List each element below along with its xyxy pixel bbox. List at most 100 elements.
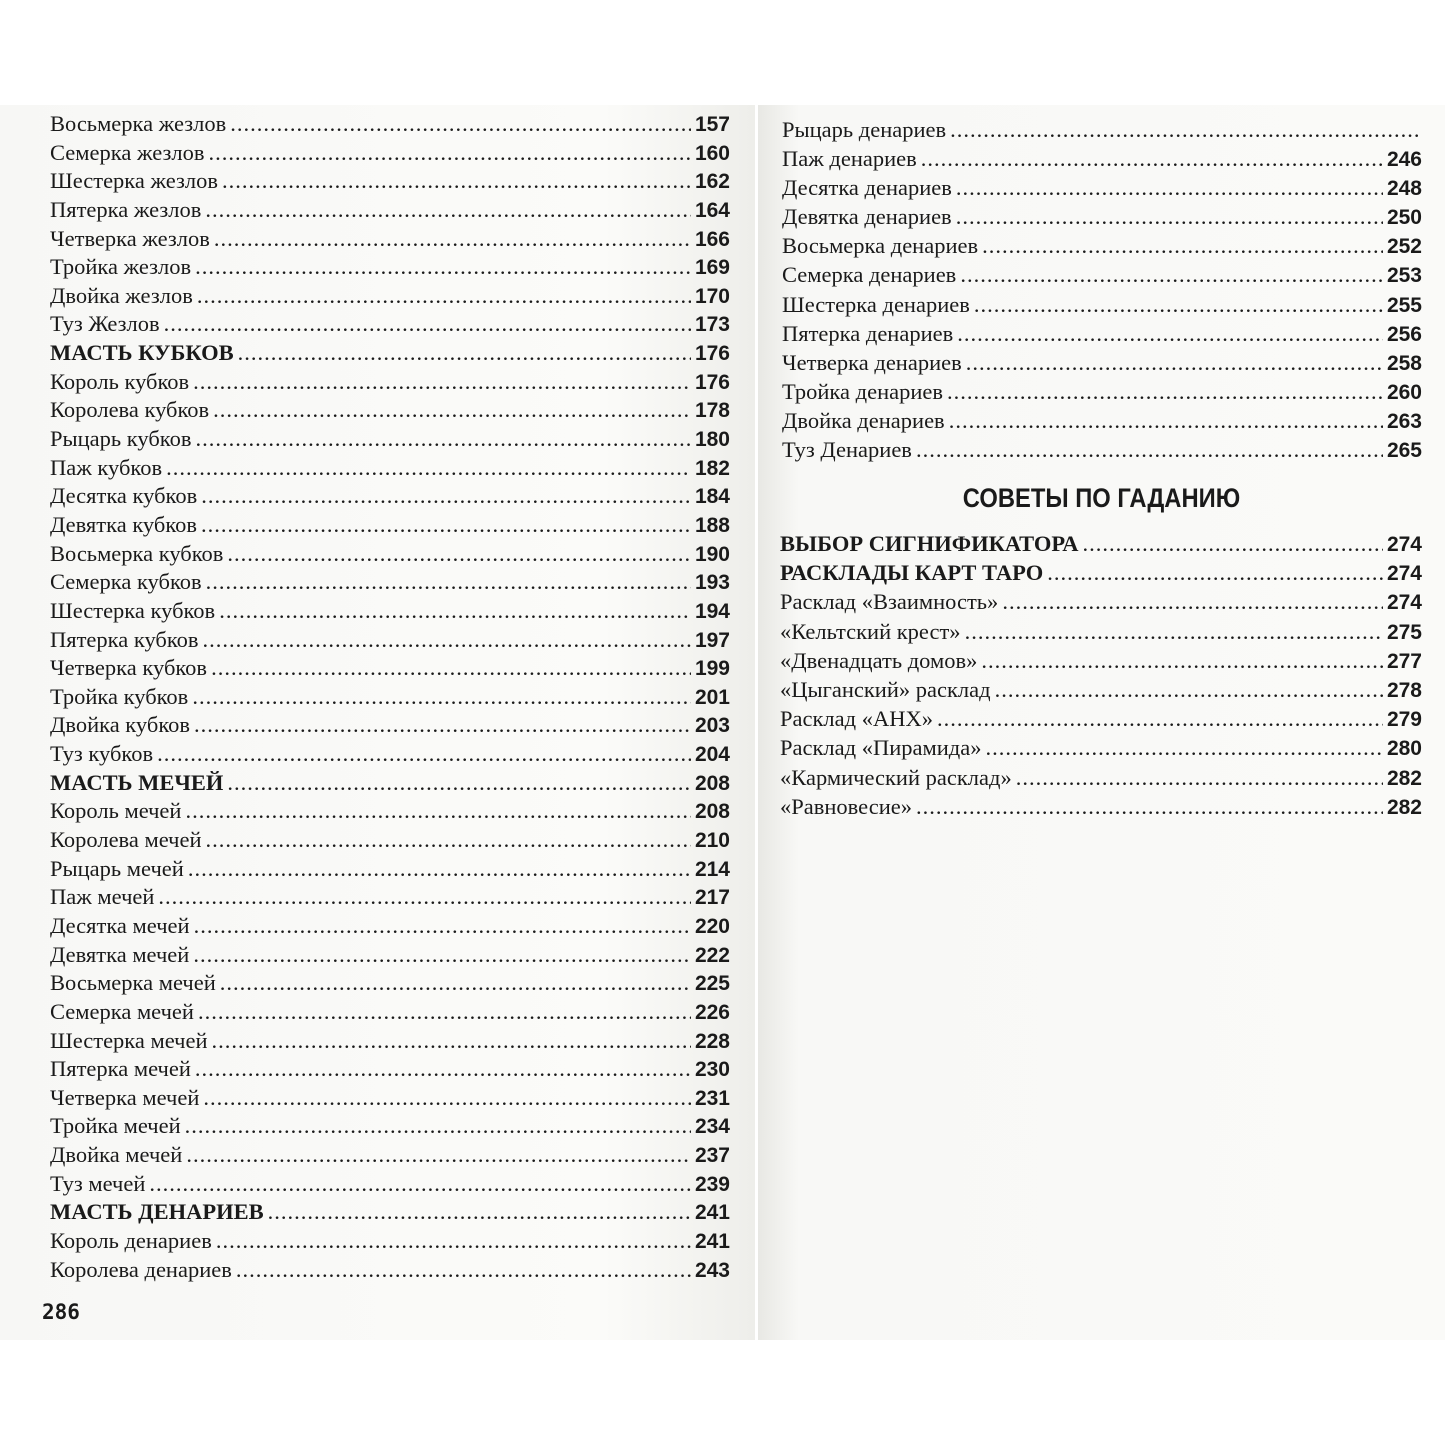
dot-leader	[995, 677, 1383, 703]
toc-entry: Девятка денариев 250	[782, 204, 1422, 233]
dot-leader	[149, 1171, 691, 1197]
dot-leader	[213, 397, 691, 423]
dot-leader	[236, 1257, 691, 1283]
dot-leader	[916, 794, 1383, 820]
entry-page: 178	[694, 399, 730, 423]
entry-title: Десятка кубков	[50, 483, 198, 509]
entry-page: 162	[694, 170, 730, 194]
toc-entry: Четверка мечей 231	[50, 1085, 730, 1114]
entry-title: Четверка жезлов	[50, 225, 210, 251]
entry-page: 197	[694, 628, 730, 652]
entry-title: Семерка жезлов	[50, 139, 205, 165]
toc-entry: МАСТЬ ДЕНАРИЕВ 241	[50, 1199, 730, 1228]
toc-entry: Пятерка жезлов 164	[50, 197, 730, 226]
entry-page: 252	[1386, 235, 1422, 259]
toc-entry: Десятка кубков 184	[50, 483, 730, 512]
entry-title: Шестерка денариев	[782, 291, 970, 317]
toc-entry: «Двенадцать домов» 277	[780, 648, 1422, 677]
entry-title: Пятерка жезлов	[50, 196, 202, 222]
entry-title: Десятка денариев	[782, 175, 952, 201]
toc-section: ВЫБОР СИГНИФИКАТОРА274РАСКЛАДЫ КАРТ ТАРО…	[780, 531, 1422, 823]
dot-leader	[921, 146, 1383, 172]
entry-page: 260	[1386, 380, 1422, 404]
dot-leader	[947, 379, 1383, 405]
entry-page: 166	[694, 227, 730, 251]
toc-entry: Королева денариев 243	[50, 1257, 730, 1286]
dot-leader	[195, 254, 691, 280]
entry-title: Восьмерка жезлов	[50, 111, 227, 136]
entry-page: 182	[694, 456, 730, 480]
entry-title: Рыцарь кубков	[50, 426, 192, 452]
entry-page: 253	[1386, 264, 1422, 288]
toc-entry: Расклад «Взаимность» 274	[780, 589, 1422, 618]
toc-entry: Паж мечей 217	[50, 884, 730, 913]
entry-title: Королева мечей	[50, 827, 202, 853]
entry-page: 258	[1386, 351, 1422, 375]
entry-title: Туз кубков	[50, 741, 154, 767]
entry-page: 201	[694, 685, 730, 709]
entry-page: 204	[694, 743, 730, 767]
dot-leader	[957, 321, 1383, 347]
toc-entry: Король денариев 241	[50, 1228, 730, 1257]
entry-title: Тройка денариев	[782, 378, 943, 404]
toc-entry: «Кельтский крест» 275	[780, 619, 1422, 648]
entry-title: Восьмерка мечей	[50, 970, 216, 996]
entry-title: Король кубков	[50, 368, 190, 394]
toc-entry: МАСТЬ КУБКОВ 176	[50, 340, 730, 369]
entry-page: 263	[1386, 409, 1422, 433]
entry-page: 203	[694, 714, 730, 738]
dot-leader	[268, 1199, 691, 1225]
toc-entry: Двойка мечей 237	[50, 1142, 730, 1171]
entry-title: Рыцарь мечей	[50, 855, 184, 881]
entry-page: 282	[1386, 766, 1422, 790]
toc-entry: Королева кубков 178	[50, 397, 730, 426]
entry-title: Тройка жезлов	[50, 254, 192, 280]
toc-entry: Король мечей 208	[50, 798, 730, 827]
left-page: Восьмерка жезлов 157 Семерка жезлов 160 Шест…	[0, 105, 755, 1340]
toc-entry: Двойка кубков 203	[50, 712, 730, 741]
dot-leader	[956, 175, 1383, 201]
toc-entry: «Кармический расклад» 282	[780, 765, 1422, 794]
dot-leader	[212, 1028, 691, 1054]
entry-page: 170	[694, 284, 730, 308]
dot-leader	[216, 1228, 691, 1254]
entry-title: «Равновесие»	[780, 793, 912, 819]
dot-leader	[192, 684, 691, 710]
toc-entry: Расклад «Пирамида» 280	[780, 735, 1422, 764]
entry-title: Семерка мечей	[50, 998, 194, 1024]
toc-entry: Девятка мечей 222	[50, 942, 730, 971]
dot-leader	[219, 598, 691, 624]
dot-leader	[965, 619, 1383, 645]
dot-leader	[188, 856, 691, 882]
toc-entry: Рыцарь денариев	[782, 117, 1422, 146]
dot-leader	[1047, 560, 1383, 586]
toc-entry: Пятерка мечей 230	[50, 1056, 730, 1085]
toc-entry: Четверка денариев 258	[782, 350, 1422, 379]
entry-title: Шестерка кубков	[50, 597, 216, 623]
toc-entry: Паж денариев 246	[782, 146, 1422, 175]
entry-page: 210	[694, 829, 730, 853]
toc-entry: «Равновесие» 282	[780, 794, 1422, 823]
entry-page: 255	[1386, 293, 1422, 317]
entry-title: Семерка кубков	[50, 569, 202, 595]
entry-page: 194	[694, 599, 730, 623]
dot-leader	[227, 541, 691, 567]
entry-title: Двойка мечей	[50, 1142, 183, 1168]
entry-page: 184	[694, 485, 730, 509]
entry-page: 220	[694, 914, 730, 938]
dot-leader	[164, 311, 691, 337]
entry-title: Восьмерка кубков	[50, 540, 224, 566]
dot-leader	[166, 455, 691, 481]
entry-page: 265	[1386, 439, 1422, 463]
toc-entry: Шестерка денариев 255	[782, 292, 1422, 321]
dot-leader	[211, 655, 691, 681]
dot-leader	[185, 798, 690, 824]
entry-page: 169	[694, 256, 730, 280]
toc-entry: Туз Денариев 265	[782, 437, 1422, 466]
entry-page: 180	[694, 428, 730, 452]
dot-leader	[197, 283, 691, 309]
toc-entry: Семерка денариев 253	[782, 262, 1422, 291]
toc-entry: Рыцарь мечей 214	[50, 856, 730, 885]
toc-entry: Четверка кубков 199	[50, 655, 730, 684]
entry-title: Расклад «АНХ»	[780, 706, 933, 732]
